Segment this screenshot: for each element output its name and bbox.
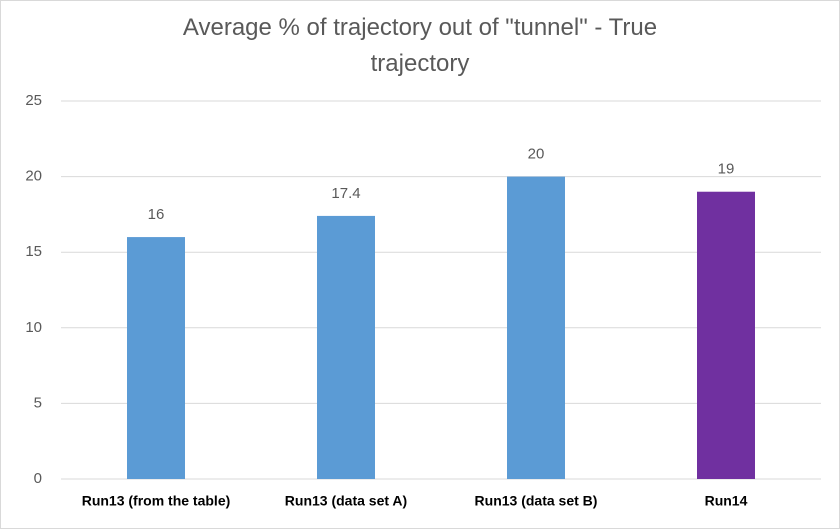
value-label: 16 [148, 206, 165, 223]
y-tick-label: 0 [34, 470, 42, 487]
chart-title: Average % of trajectory out of "tunnel" … [182, 14, 658, 77]
value-label: 17.4 [331, 185, 360, 202]
x-tick-label: Run14 [705, 493, 748, 509]
bar [317, 215, 375, 480]
bar [507, 176, 565, 479]
value-label: 19 [718, 161, 735, 178]
x-tick-label: Run13 (from the table) [82, 493, 231, 509]
y-tick-label: 20 [25, 168, 42, 185]
bar [127, 237, 185, 479]
y-tick-label: 25 [25, 92, 42, 109]
x-tick-label: Run13 (data set B) [475, 493, 598, 509]
y-tick-label: 10 [25, 319, 42, 336]
value-label: 20 [528, 146, 545, 163]
y-tick-label: 5 [34, 394, 42, 411]
bar [697, 191, 755, 479]
y-tick-label: 15 [25, 243, 42, 260]
x-tick-label: Run13 (data set A) [285, 493, 407, 509]
